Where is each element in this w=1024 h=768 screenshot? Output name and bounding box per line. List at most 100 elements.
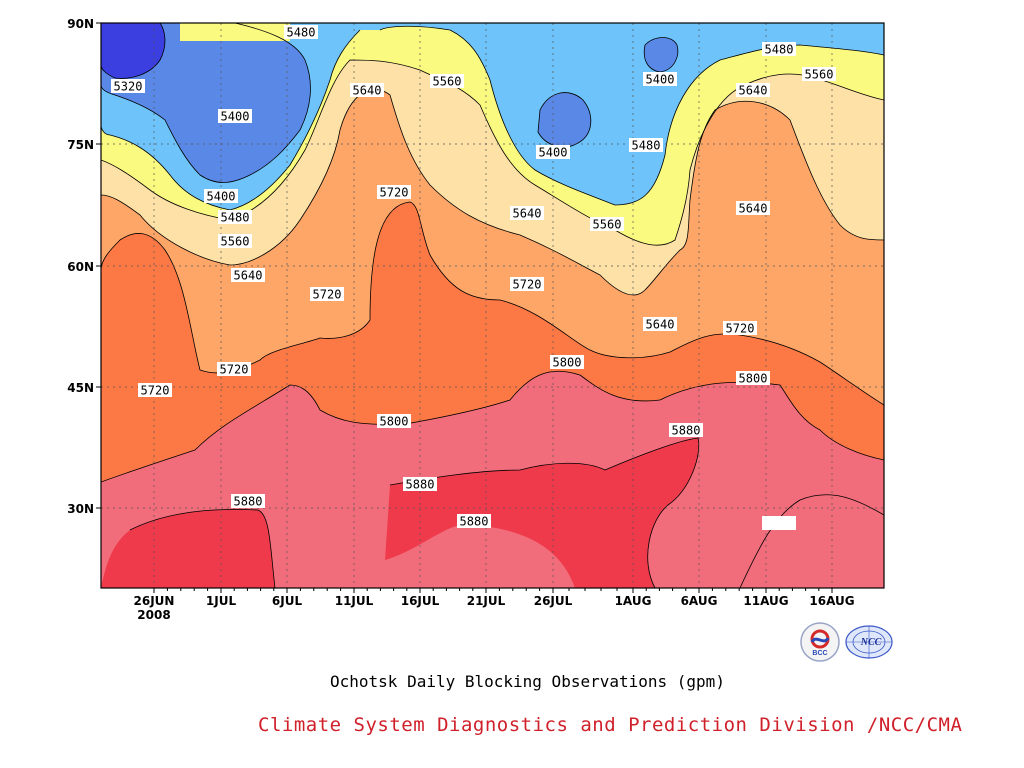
- contour-fills: [101, 23, 884, 588]
- isoline-5800: [101, 370, 884, 483]
- chart-title: Ochotsk Daily Blocking Observations (gpm…: [330, 672, 725, 691]
- contour-label: 5400: [218, 109, 252, 124]
- contour-label-text: 5560: [433, 75, 462, 89]
- contour-label-text: 5400: [646, 73, 675, 87]
- contour-label-text: 5720: [313, 288, 342, 302]
- x-tick-label: 16JUL: [401, 594, 440, 608]
- contour-label-text: 5320: [114, 80, 143, 94]
- contour-label-text: 5480: [287, 26, 316, 40]
- contour-label: 5720: [510, 277, 544, 292]
- contour-label-text: 5560: [221, 235, 250, 249]
- contour-label: 5880: [403, 477, 437, 492]
- contour-label-text: 5720: [513, 278, 542, 292]
- contour-label: 5560: [802, 67, 836, 82]
- isoline-5720: [101, 201, 884, 406]
- x-tick-label: 1JUL: [206, 594, 237, 608]
- contour-label-text: 5560: [593, 218, 622, 232]
- contour-label-text: 5720: [726, 322, 755, 336]
- contour-label: 5640: [350, 83, 384, 98]
- x-tick-label: 21JUL: [467, 594, 506, 608]
- x-year-label: 2008: [137, 608, 170, 622]
- y-tick-label: 45N: [67, 381, 94, 395]
- contour-label: 5400: [643, 72, 677, 87]
- grid-lines: [101, 23, 884, 588]
- contour-label-text: 5400: [207, 190, 236, 204]
- contour-label-text: 5880: [406, 478, 435, 492]
- isoline-5400: [537, 92, 592, 148]
- contour-labels: 5480 5320 5400 5400 5480 5560 5640 5640 …: [111, 25, 836, 530]
- isoline-5880: [739, 494, 884, 588]
- y-tick-label: 60N: [67, 260, 94, 274]
- contour-label: 5560: [590, 217, 624, 232]
- contour-label-text: 5720: [220, 363, 249, 377]
- contour-label-text: 5640: [739, 202, 768, 216]
- isoline-5400: [101, 23, 311, 183]
- contour-label: 5480: [284, 25, 318, 40]
- x-tick-label: 11AUG: [743, 594, 788, 608]
- contour-label: 5640: [643, 317, 677, 332]
- contour-label: 5800: [736, 371, 770, 386]
- x-axis-labels: 26JUN 1JUL 6JUL 11JUL 16JUL 21JUL 26JUL …: [134, 594, 855, 622]
- plot-frame: [100, 22, 885, 589]
- band-below-5320: [101, 23, 165, 79]
- contour-label: 5880: [669, 423, 703, 438]
- contour-label-text: 5400: [539, 146, 568, 160]
- contour-label: 5720: [310, 287, 344, 302]
- contour-label: 5720: [217, 362, 251, 377]
- contour-label-text: 5480: [221, 211, 250, 225]
- contour-label-text: 5640: [513, 207, 542, 221]
- contour-label: 5400: [204, 189, 238, 204]
- bcc-logo: BCC: [800, 622, 840, 666]
- isoline-5880: [389, 437, 700, 588]
- contour-label: 5560: [218, 234, 252, 249]
- isoline-5640: [101, 88, 884, 296]
- contour-label-text: 5880: [234, 495, 263, 509]
- contour-label-text: 5480: [632, 139, 661, 153]
- contour-label-text: 5640: [234, 269, 263, 283]
- contour-label: 5640: [736, 83, 770, 98]
- contour-label: 5880: [457, 514, 491, 529]
- contour-label: 5480: [629, 138, 663, 153]
- isoline-5400: [643, 37, 679, 73]
- x-tick-label: 11JUL: [335, 594, 374, 608]
- x-tick-label: 26JUN: [134, 594, 175, 608]
- contour-label: 5640: [510, 206, 544, 221]
- contour-label: 5320: [111, 79, 145, 94]
- contour-label: 5560: [762, 516, 796, 530]
- contour-label: 5640: [231, 268, 265, 283]
- contour-label-text: 5880: [672, 424, 701, 438]
- axis-ticks: [96, 22, 833, 593]
- contour-label: 5480: [762, 42, 796, 57]
- contour-label-text: 5400: [221, 110, 250, 124]
- contour-label-text: 5800: [739, 372, 768, 386]
- y-tick-label: 30N: [67, 502, 94, 516]
- contour-label: 5720: [723, 321, 757, 336]
- contour-label: 5880: [231, 494, 265, 509]
- contour-label-text: 5880: [460, 515, 489, 529]
- contour-label: 5640: [736, 201, 770, 216]
- ncc-logo: NCC: [844, 624, 894, 664]
- bcc-logo-text: BCC: [812, 650, 827, 657]
- x-tick-label: 1AUG: [615, 594, 652, 608]
- credit-text: Climate System Diagnostics and Predictio…: [258, 714, 963, 736]
- isoline-5880: [129, 508, 276, 588]
- contour-label-text: 5480: [765, 43, 794, 57]
- contour-label-text: 5640: [353, 84, 382, 98]
- contour-label-text: 5640: [646, 318, 675, 332]
- x-tick-label: 6JUL: [272, 594, 303, 608]
- contour-label: 5720: [377, 185, 411, 200]
- contour-label: 5480: [218, 210, 252, 225]
- contour-label: 5800: [377, 414, 411, 429]
- contour-label: 5560: [430, 74, 464, 89]
- contour-label-text: 5720: [141, 384, 170, 398]
- band-5320-5400: [101, 23, 678, 183]
- y-tick-label: 75N: [67, 138, 94, 152]
- y-axis-labels: 90N 75N 60N 45N 30N: [67, 17, 94, 516]
- contour-label: 5400: [536, 145, 570, 160]
- contour-label-text: 5800: [380, 415, 409, 429]
- x-tick-label: 16AUG: [809, 594, 854, 608]
- contour-label-text: 5720: [380, 186, 409, 200]
- contour-label-text: 5800: [553, 356, 582, 370]
- ncc-logo-text: NCC: [860, 637, 882, 648]
